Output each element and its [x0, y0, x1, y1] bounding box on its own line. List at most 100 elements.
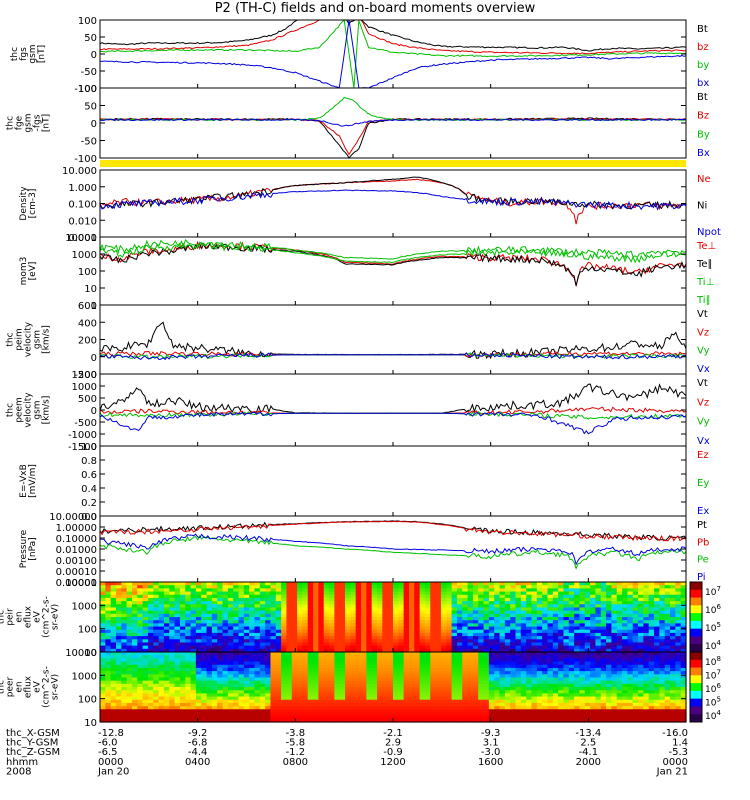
ytick-label: 1000 [72, 382, 97, 393]
series-bx-line [99, 118, 687, 127]
colorbar-segment [690, 652, 702, 661]
ytick-label: 10 [84, 718, 97, 729]
legend-label: Vy [697, 346, 710, 357]
series-bt-line [99, 19, 687, 52]
ytick-label: -500 [74, 418, 97, 429]
series-ni-line [99, 176, 687, 210]
x-row-value: 3.1 [483, 738, 499, 749]
x-row-value: -3.8 [286, 728, 306, 739]
legend-label: Ne [697, 174, 711, 185]
ytick-label: 10 [84, 648, 97, 659]
legend-label: Vx [697, 364, 710, 375]
panel-3: 10.000 1.000 0.100 0.010 0.001 Density [cm-3] N… [19, 166, 721, 244]
series-by-line [99, 18, 687, 88]
ylabel-text: fge [15, 115, 25, 130]
ytick-label: 10000 [65, 648, 97, 659]
colorbar-segment [690, 667, 702, 676]
panel-8: 10.000001.000000.100000.010000.001000.00… [19, 512, 709, 589]
yellow-band [100, 160, 686, 167]
x-row-value: -5.3 [668, 747, 688, 758]
colorbar-segment [690, 628, 702, 637]
ytick-label: 100 [78, 267, 97, 278]
x-row-value: 0000 [663, 757, 688, 768]
ylabel-text: gsm [33, 400, 43, 419]
electron-spectrogram [100, 652, 687, 723]
ytick-label: 1.00000 [56, 523, 97, 534]
colorbar-segment [690, 613, 702, 622]
ytick-label: 10 [84, 284, 97, 295]
ylabel-text: [nT] [37, 45, 47, 63]
colorbar-segment [690, 706, 702, 715]
series-bz-line [100, 19, 687, 55]
legend-label: Bt [697, 92, 708, 103]
x-row-value: -4.1 [579, 747, 599, 758]
x-row-label: thc_X-GSM [6, 728, 60, 739]
x-row-value: -13.4 [575, 728, 601, 739]
legend-label: Ex [697, 506, 709, 517]
ytick-label: 0.2 [81, 498, 97, 509]
ylabel-text: thc [6, 116, 16, 130]
ytick-label: 0.10000 [56, 534, 97, 545]
legend-label: Pi [697, 572, 706, 583]
colorbar-tick-label: 106 [705, 603, 721, 616]
series-vx-line [99, 352, 687, 361]
colorbar-segment [690, 636, 702, 645]
panel-10: 10000 1000 100 10 thc peer en eflux eV (cm^2-s-sr… [0, 648, 721, 729]
series-pi-line [99, 533, 687, 566]
ytick-label: 0.001 [68, 233, 97, 244]
ytick-label: 0.8 [81, 456, 97, 467]
x-row-value: 1.4 [672, 738, 688, 749]
x-row-value: 1200 [380, 757, 405, 768]
ytick-label: 0.010 [68, 216, 97, 227]
x-row-value: 1600 [478, 757, 503, 768]
colorbar-segment [690, 675, 702, 684]
ytick-label: -1500 [68, 442, 97, 453]
ytick-label: 0 [91, 50, 97, 61]
ylabel-text: [eV] [28, 262, 38, 281]
x-row-value: -9.3 [481, 728, 501, 739]
panel-4: 10000 1000 100 10 1 mom3 [eV] Te⊥ Te∥ Ti⊥ Ti∥ [19, 233, 716, 312]
x-row-label: thc_Y-GSM [6, 738, 58, 749]
ytick-label: 10.000 [62, 166, 97, 177]
ylabel-text: (cm^2-s- [42, 596, 52, 638]
ytick-label: 100 [78, 16, 97, 27]
x-row-value: -9.2 [188, 728, 208, 739]
legend-label: Te⊥ [696, 241, 716, 252]
ylabel-text: velocity [24, 392, 34, 428]
legend-label: By [697, 129, 710, 140]
x-row-value: -5.8 [286, 738, 306, 749]
x-row-value: -4.4 [188, 747, 208, 758]
colorbar-segment [690, 690, 702, 700]
colorbar-segment [690, 683, 702, 692]
legend-label: bx [697, 78, 709, 89]
legend-label: Vx [697, 436, 710, 447]
x-row-value: -1.2 [286, 747, 306, 758]
ytick-label: 50 [84, 33, 97, 44]
series-bt-line [99, 117, 687, 159]
legend-label: Ez [697, 450, 709, 461]
ytick-label: -1000 [68, 430, 97, 441]
ytick-label: 1000 [72, 671, 97, 682]
colorbar-tick-label: 104 [705, 639, 721, 652]
x-row-label: thc_Z-GSM [6, 747, 60, 758]
x-row-value: -6.5 [98, 747, 118, 758]
x-row-value: -6.8 [188, 738, 208, 749]
colorbar-tick-label: 108 [705, 655, 721, 668]
panel-frame [99, 87, 687, 159]
colorbar-tick-label: 106 [705, 682, 721, 695]
series-pt-line [99, 520, 687, 541]
x-row-value: -3.0 [481, 747, 501, 758]
ylabel-text: thc [0, 610, 7, 624]
ytick-label: -50 [81, 67, 97, 78]
legend-label: Ti⊥ [696, 277, 714, 288]
x-row-value: -16.0 [662, 728, 688, 739]
colorbar-segment [690, 582, 702, 591]
ylabel-text: gsm [33, 330, 43, 349]
x-row-value: 2.5 [580, 738, 596, 749]
legend-label: by [697, 60, 709, 71]
legend-label: Vt [697, 378, 708, 389]
ytick-label: 50 [84, 102, 97, 113]
legend-label: Te∥ [696, 259, 713, 270]
